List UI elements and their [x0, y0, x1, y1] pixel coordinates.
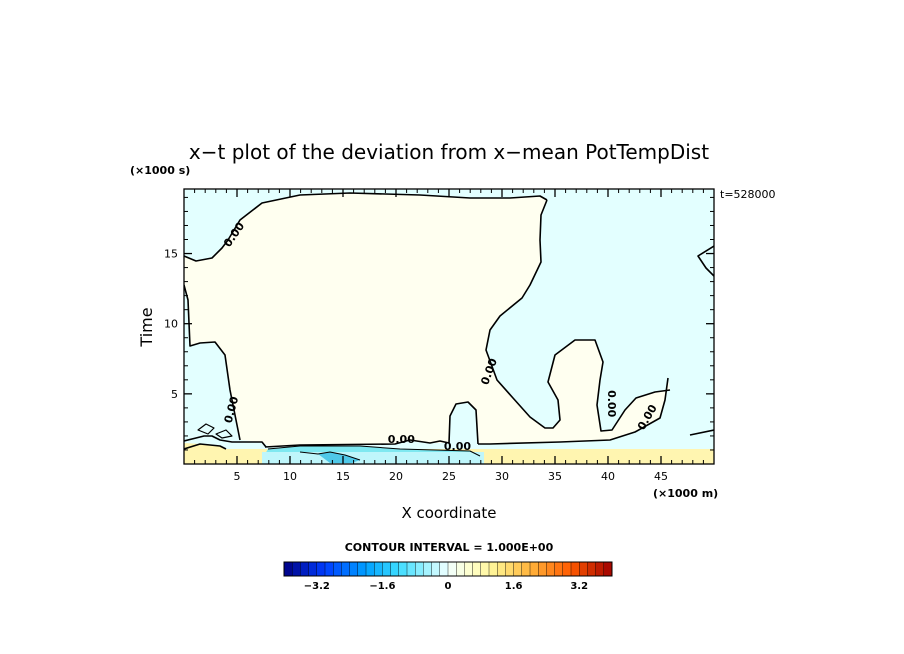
contour-line-bottom-negative — [267, 445, 481, 461]
y-axis-ticks: 5 10 15 — [164, 248, 714, 401]
contour-label: 0.00 — [605, 390, 618, 417]
colorbar-cell — [333, 561, 342, 577]
colorbar-cell — [505, 561, 515, 577]
colorbar-cell — [308, 561, 318, 577]
colorbar-labels: −3.2 −1.6 0 1.6 3.2 — [304, 581, 588, 592]
x-axis-label: X coordinate — [401, 504, 496, 522]
colorbar-cell — [357, 561, 367, 577]
colorbar-cell — [472, 561, 482, 577]
colorbar-cell — [292, 561, 301, 577]
colorbar-cell — [513, 561, 523, 577]
colorbar-tick-label: −1.6 — [369, 581, 395, 592]
contour-line-right-top — [697, 245, 714, 277]
colorbar-cell — [283, 561, 293, 577]
chart-title: x−t plot of the deviation from x−mean Po… — [189, 140, 709, 164]
contour-interval-text: CONTOUR INTERVAL = 1.000E+00 — [345, 541, 554, 554]
x-tick-label: 10 — [283, 470, 297, 483]
colorbar-cell — [349, 561, 359, 577]
minor-ticks — [184, 189, 714, 464]
contour-label: 0.00 — [388, 433, 415, 446]
x-tick-label: 20 — [389, 470, 403, 483]
x-tick-label: 45 — [654, 470, 668, 483]
colorbar-cell — [341, 561, 351, 577]
colorbar-cell — [382, 561, 392, 577]
colorbar-cell — [546, 561, 556, 577]
x-unit-label: (×1000 m) — [653, 487, 718, 500]
colorbar-cell — [570, 561, 580, 577]
time-stamp: t=528000 — [720, 188, 776, 201]
colorbar-cell — [497, 561, 506, 577]
colorbar-cell — [374, 561, 383, 577]
contour-line-small-left — [197, 423, 233, 439]
contour-line-bump — [448, 401, 479, 445]
colorbar-cell — [587, 561, 597, 577]
colorbar-cell — [431, 561, 441, 577]
colorbar-cell — [464, 561, 474, 577]
colorbar-tick-label: 1.6 — [505, 581, 523, 592]
colorbar-cell — [488, 561, 498, 577]
x-tick-label: 30 — [495, 470, 509, 483]
region-negative-bottom-light — [262, 452, 484, 464]
colorbar-cell — [439, 561, 449, 577]
x-tick-label: 35 — [548, 470, 562, 483]
colorbar-cell — [324, 561, 334, 577]
colorbar-cell — [521, 561, 531, 577]
colorbar-cell — [480, 561, 490, 577]
colorbar-cell — [423, 561, 433, 577]
colorbar-cell — [390, 561, 400, 577]
x-tick-label: 5 — [234, 470, 241, 483]
colorbar-cell — [529, 561, 539, 577]
colorbar-cell — [595, 561, 605, 577]
y-axis-label: Time — [137, 307, 156, 347]
colorbar-cell — [538, 561, 547, 577]
colorbar-cell — [579, 561, 588, 577]
colorbar-cell — [562, 561, 572, 577]
colorbar-frame — [283, 561, 613, 577]
y-tick-label: 15 — [164, 248, 178, 261]
contour-lines — [184, 192, 714, 461]
colorbar-cell — [316, 561, 326, 577]
colorbar-cell — [365, 561, 375, 577]
colorbar-cell — [398, 561, 408, 577]
y-tick-label: 5 — [171, 388, 178, 401]
contour-line-bottom — [184, 377, 714, 448]
y-tick-label: 10 — [164, 318, 178, 331]
contour-line-lower-left — [184, 443, 227, 450]
x-tick-label: 40 — [601, 470, 615, 483]
colorbar-cell — [554, 561, 564, 577]
colorbar-cell — [447, 561, 457, 577]
region-positive-bottom-left — [184, 443, 226, 449]
colorbar-cell — [300, 561, 310, 577]
region-negative-bottom-dark — [318, 452, 360, 463]
colorbar-cell — [415, 561, 424, 577]
colorbar-cell — [406, 561, 416, 577]
colorbar-tick-label: −3.2 — [304, 581, 330, 592]
x-tick-label: 15 — [336, 470, 350, 483]
contour-line-left-edge — [184, 284, 241, 441]
x-tick-label: 25 — [442, 470, 456, 483]
colorbar-cell — [603, 561, 613, 577]
contour-line-top-left — [184, 192, 671, 432]
y-unit-label: (×1000 s) — [130, 164, 190, 177]
plot-area: 0.000.000.000.000.000.00 0.00 — [184, 189, 714, 464]
colorbar-tick-label: 0 — [445, 581, 452, 592]
colorbar — [283, 561, 613, 577]
x-axis-ticks: 5 10 15 20 25 30 35 40 45 — [234, 189, 668, 483]
colorbar-tick-label: 3.2 — [570, 581, 588, 592]
contour-label: 0.00 — [444, 440, 471, 453]
colorbar-cell — [456, 561, 465, 577]
